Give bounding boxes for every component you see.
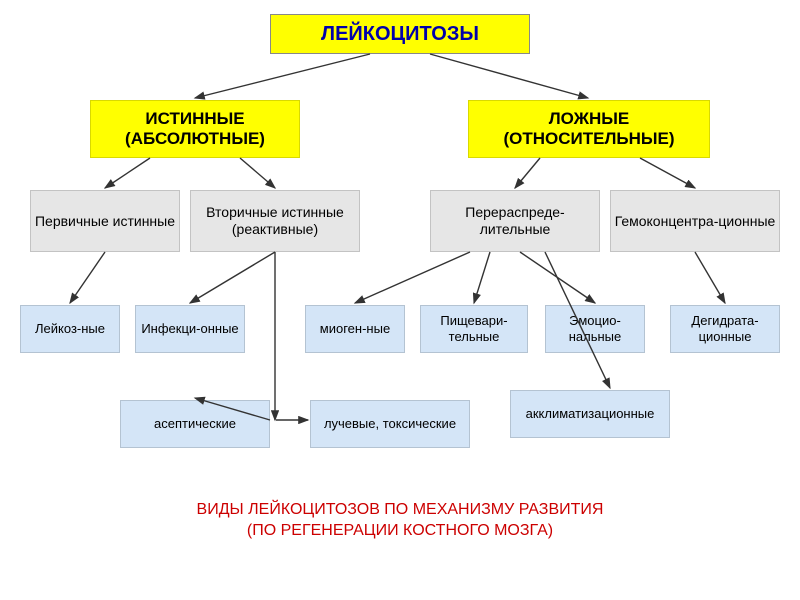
l3-d-box: Пищевари-тельные	[420, 305, 528, 353]
title-text: ЛЕЙКОЦИТОЗЫ	[321, 22, 479, 46]
l1-right-text: ЛОЖНЫЕ (ОТНОСИТЕЛЬНЫЕ)	[503, 109, 674, 150]
l3-a-box: Лейкоз-ные	[20, 305, 120, 353]
l3-c-box: миоген-ные	[305, 305, 405, 353]
l3-f-box: Дегидрата-ционные	[670, 305, 780, 353]
l3-e-box: Эмоцио-нальные	[545, 305, 645, 353]
l2-c-box: Перераспреде-лительные	[430, 190, 600, 252]
l2-d-box: Гемоконцентра-ционные	[610, 190, 780, 252]
l4-a-box: асептические	[120, 400, 270, 448]
l4-c-box: акклиматизационные	[510, 390, 670, 438]
l1-right-box: ЛОЖНЫЕ (ОТНОСИТЕЛЬНЫЕ)	[468, 100, 710, 158]
l3-b-box: Инфекци-онные	[135, 305, 245, 353]
l2-a-box: Первичные истинные	[30, 190, 180, 252]
l1-left-box: ИСТИННЫЕ (АБСОЛЮТНЫЕ)	[90, 100, 300, 158]
l2-b-box: Вторичные истинные (реактивные)	[190, 190, 360, 252]
caption: ВИДЫ ЛЕЙКОЦИТОЗОВ ПО МЕХАНИЗМУ РАЗВИТИЯ …	[0, 500, 800, 542]
title-box: ЛЕЙКОЦИТОЗЫ	[270, 14, 530, 54]
l4-b-box: лучевые, токсические	[310, 400, 470, 448]
l1-left-text: ИСТИННЫЕ (АБСОЛЮТНЫЕ)	[125, 109, 265, 150]
